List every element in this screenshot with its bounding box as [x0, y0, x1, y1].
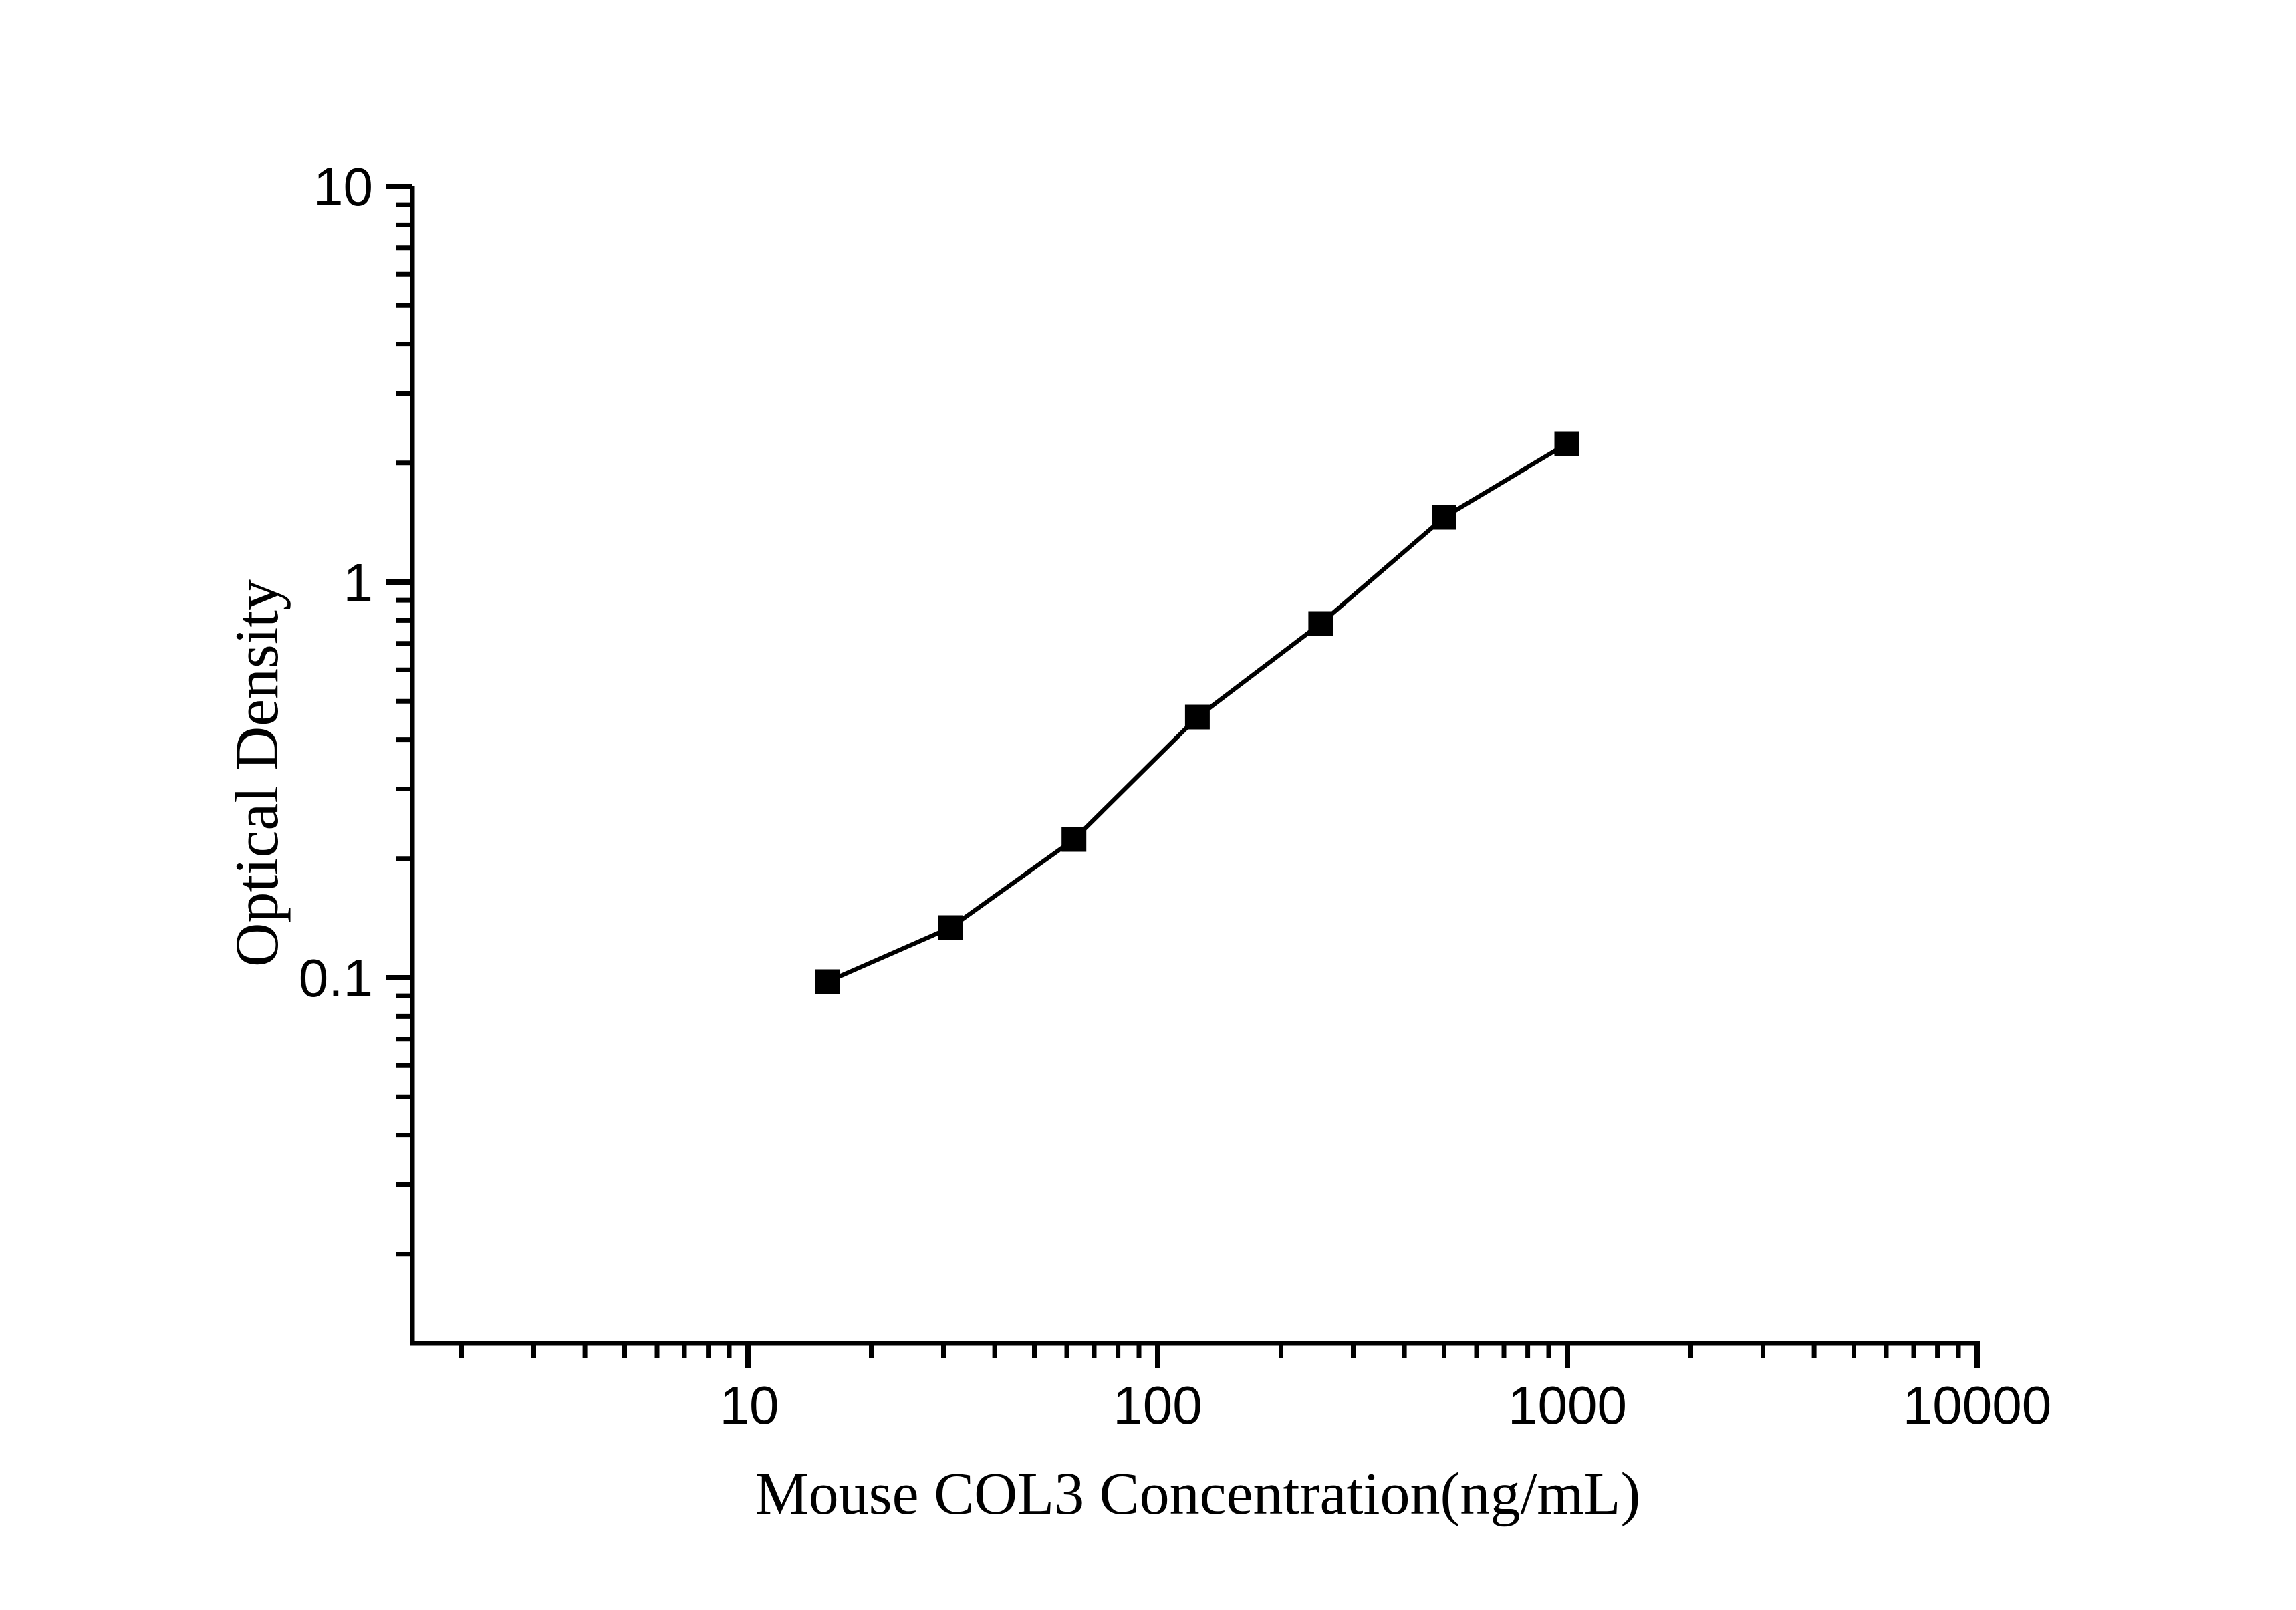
- svg-text:0.1: 0.1: [299, 948, 373, 1008]
- svg-text:Optical Density: Optical Density: [223, 579, 291, 967]
- svg-text:10: 10: [720, 1375, 779, 1435]
- svg-text:Mouse COL3 Concentration(ng/mL: Mouse COL3 Concentration(ng/mL): [755, 1461, 1641, 1527]
- svg-text:1000: 1000: [1508, 1375, 1627, 1435]
- svg-text:100: 100: [1113, 1375, 1202, 1435]
- svg-text:10: 10: [313, 157, 373, 217]
- svg-text:10000: 10000: [1903, 1375, 2051, 1435]
- svg-text:1: 1: [344, 553, 374, 612]
